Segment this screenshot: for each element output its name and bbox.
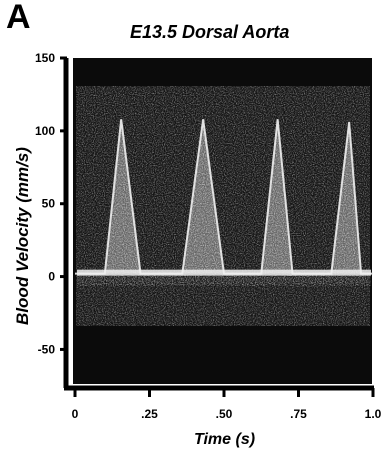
y-tick-label: -50 bbox=[38, 342, 56, 356]
chart-title: E13.5 Dorsal Aorta bbox=[130, 22, 290, 42]
x-tick-label: 0 bbox=[72, 407, 79, 421]
x-tick-label: .75 bbox=[290, 407, 307, 421]
baseline-band bbox=[77, 269, 371, 276]
y-tick-label: 0 bbox=[48, 270, 55, 284]
baseline-noise bbox=[77, 275, 371, 286]
x-tick-label: .50 bbox=[216, 407, 233, 421]
x-tick-label: .25 bbox=[141, 407, 158, 421]
x-axis-label: Time (s) bbox=[194, 431, 256, 448]
velocity-peak bbox=[331, 122, 362, 274]
velocity-peak bbox=[182, 119, 224, 274]
velocity-peak-core bbox=[104, 119, 141, 274]
velocity-peak bbox=[104, 119, 141, 274]
y-tick-label: 150 bbox=[35, 51, 55, 65]
panel-letter: A bbox=[6, 0, 31, 36]
velocity-peak-core bbox=[261, 119, 293, 274]
x-tick-label: 1.0 bbox=[365, 407, 382, 421]
y-tick-label: 100 bbox=[35, 124, 55, 138]
velocity-peak bbox=[261, 119, 293, 274]
y-tick-label: 50 bbox=[42, 197, 56, 211]
velocity-peak-core bbox=[182, 119, 224, 274]
velocity-peak-core bbox=[331, 122, 362, 274]
